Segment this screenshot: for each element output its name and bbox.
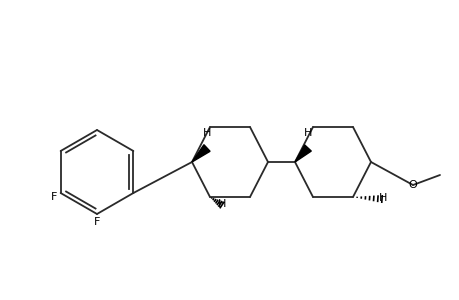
Text: O: O [408,180,416,190]
Text: H: H [218,199,226,209]
Polygon shape [191,145,210,162]
Text: H: H [202,128,211,138]
Polygon shape [294,145,311,162]
Text: H: H [378,193,386,203]
Text: F: F [94,217,100,227]
Text: H: H [303,128,312,138]
Text: F: F [50,192,57,202]
